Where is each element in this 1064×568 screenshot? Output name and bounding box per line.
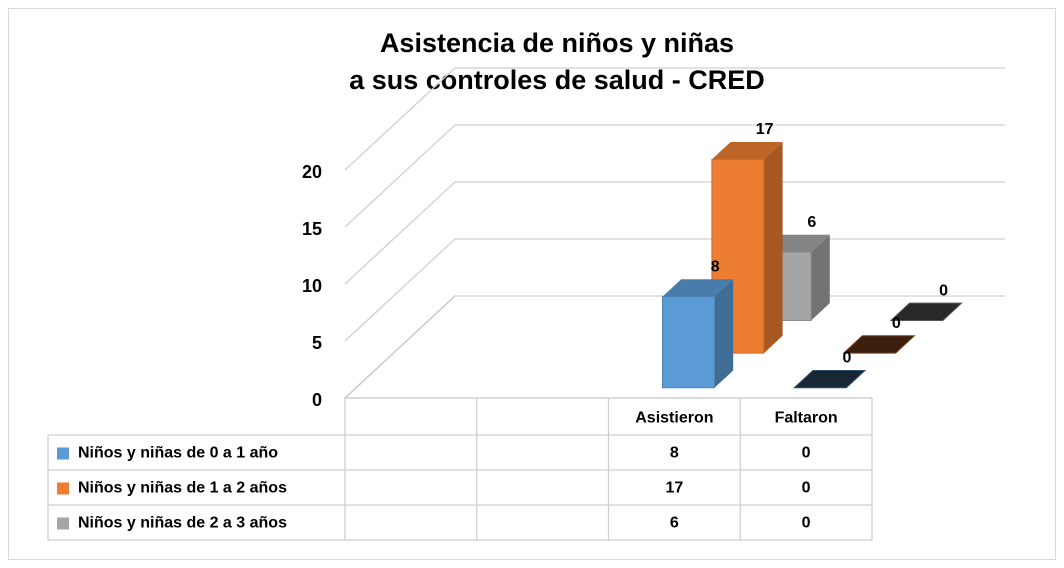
- legend-label: Niños y niñas de 1 a 2 años: [78, 480, 287, 497]
- value-label: 0: [842, 350, 851, 367]
- y-tick-label: 5: [312, 333, 322, 353]
- x-tick-label: Asistieron: [635, 410, 713, 427]
- legend-key: [57, 482, 69, 495]
- y-tick-label: 10: [302, 276, 322, 296]
- grid-line: [344, 67, 1005, 171]
- table-value: 0: [802, 515, 811, 532]
- bar-top: [792, 369, 867, 389]
- bar-top: [842, 335, 916, 354]
- value-label: 0: [892, 315, 901, 332]
- x-tick-label: Faltaron: [775, 410, 838, 427]
- legend-key: [57, 447, 69, 460]
- value-label: 8: [711, 258, 720, 275]
- bar-front: [662, 296, 715, 389]
- table-value: 0: [802, 480, 811, 497]
- bar-side: [811, 234, 830, 321]
- table-value: 17: [665, 480, 683, 497]
- bar: [889, 302, 963, 321]
- bar-top: [662, 279, 734, 297]
- legend-key: [57, 517, 69, 530]
- bar: [662, 279, 734, 389]
- bar-side: [763, 141, 783, 354]
- bar-top: [711, 141, 783, 160]
- legend-label: Niños y niñas de 2 a 3 años: [78, 515, 287, 532]
- chart-frame: [8, 8, 1056, 560]
- bar: [792, 369, 867, 389]
- grid-line: [344, 181, 1005, 285]
- y-tick-label: 0: [312, 390, 322, 410]
- chart-title: a sus controles de salud - CRED: [349, 65, 765, 95]
- table-value: 0: [802, 445, 811, 462]
- grid-line: [344, 124, 1005, 228]
- y-tick-label: 20: [302, 162, 322, 182]
- table-value: 8: [670, 445, 679, 462]
- chart-title: Asistencia de niños y niñas: [380, 28, 734, 58]
- bar-side: [714, 279, 734, 388]
- bar-top: [889, 302, 963, 321]
- value-label: 6: [807, 214, 816, 231]
- table-value: 6: [670, 515, 679, 532]
- value-label: 0: [939, 282, 948, 299]
- legend-label: Niños y niñas de 0 a 1 año: [78, 445, 278, 462]
- value-label: 17: [756, 121, 774, 138]
- bar: [842, 335, 916, 354]
- y-tick-label: 15: [302, 219, 322, 239]
